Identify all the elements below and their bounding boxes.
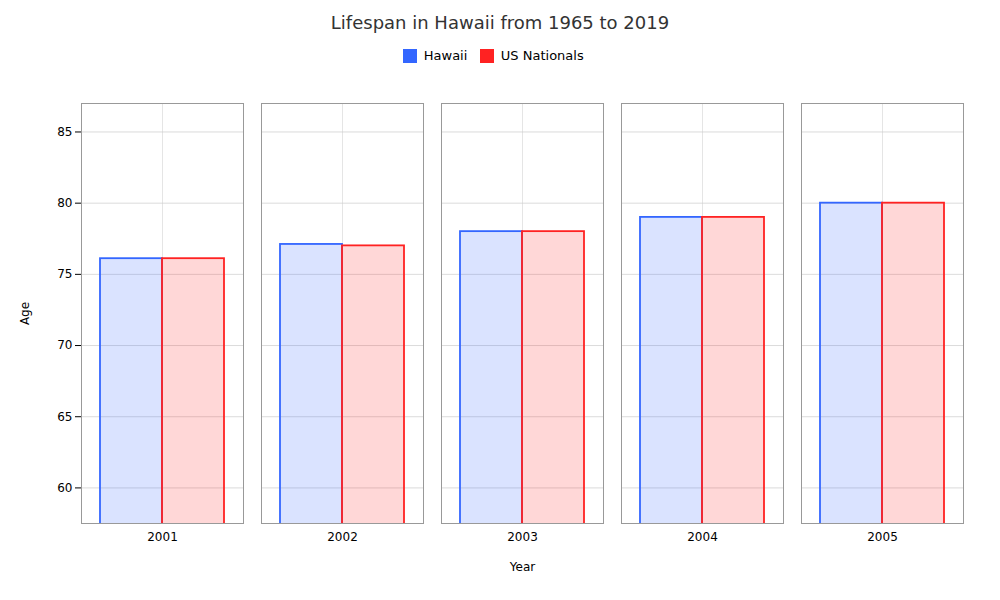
svg-text:2001: 2001	[147, 530, 178, 544]
html-text:Lifespan in Hawaii from 1965 t: Lifespan in Hawaii from 1965 to 2019	[330, 12, 670, 33]
svg-text:2005: 2005	[867, 530, 898, 544]
svg-text:2002: 2002	[327, 530, 358, 544]
svg-text:Age: Age	[18, 301, 32, 324]
svg-text:85: 85	[57, 124, 72, 138]
svg-text:60: 60	[57, 480, 72, 494]
svg-text:65: 65	[57, 409, 72, 423]
svg-text:80: 80	[57, 196, 72, 210]
svg-text:2004: 2004	[687, 530, 718, 544]
html-text:Hawaii: Hawaii	[423, 48, 468, 63]
svg-text:Year: Year	[509, 559, 535, 573]
html-text:US Nationals: US Nationals	[500, 48, 584, 63]
svg-text:2003: 2003	[507, 530, 538, 544]
svg-text:70: 70	[57, 338, 72, 352]
svg-text:75: 75	[57, 267, 72, 281]
